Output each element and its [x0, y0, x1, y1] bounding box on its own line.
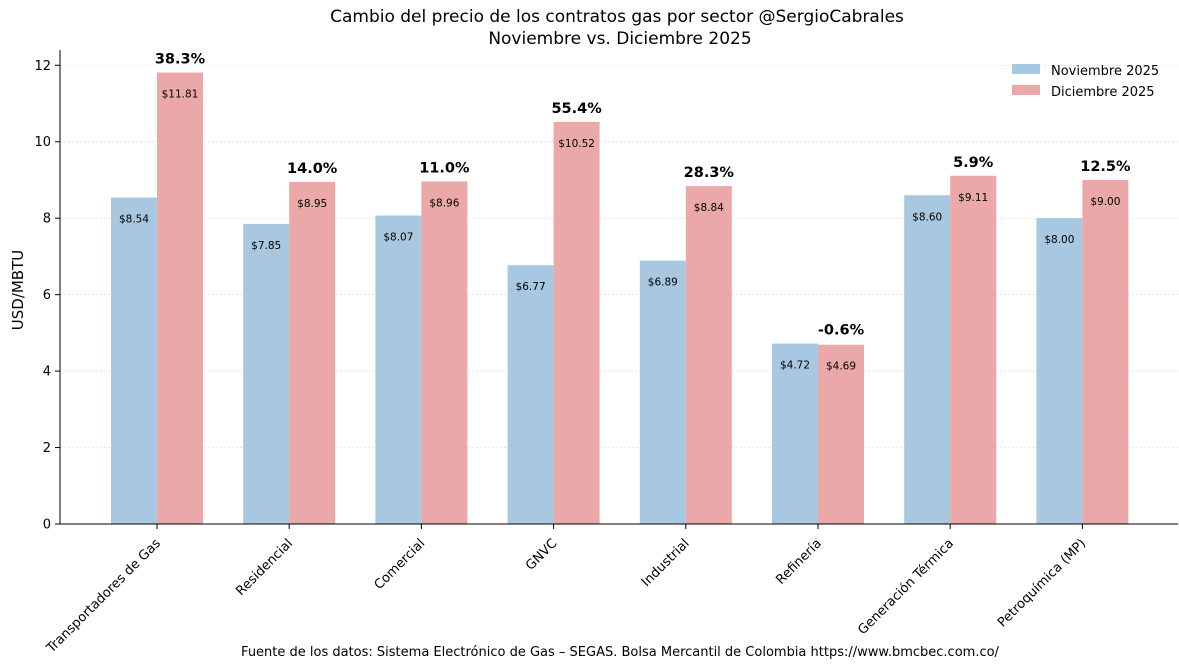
- x-tick-label: Generación Térmica: [855, 536, 957, 638]
- change-label: 55.4%: [551, 101, 602, 117]
- bar-noviembre: [772, 343, 818, 524]
- chart-subtitle: Noviembre vs. Diciembre 2025: [488, 29, 751, 49]
- legend-swatch-noviembre: [1012, 64, 1040, 74]
- bar-noviembre: [243, 223, 290, 524]
- change-labels-group: 38.3% 14.0% 11.0% 55.4% 28.3% -0.6% 5.9% 12.5%: [155, 52, 1131, 339]
- bar-diciembre: [685, 186, 732, 525]
- bar-diciembre: [289, 181, 336, 524]
- x-tick-label: Residencial: [233, 536, 296, 599]
- value-labels-group: $8.54 $11.81 $7.85 $8.95 $8.07 $8.96 $6.77 $10.…: [119, 89, 1120, 373]
- x-tick-label: Comercial: [372, 536, 429, 593]
- bar-noviembre: [507, 265, 554, 524]
- y-tick-label: 4: [43, 365, 51, 380]
- bar-value-label: $8.96: [429, 197, 459, 209]
- y-tick-label: 6: [43, 288, 51, 303]
- bars-group: [111, 72, 1129, 525]
- change-label: 5.9%: [953, 155, 994, 171]
- source-note: Fuente de los datos: Sistema Electrónico…: [241, 645, 1000, 660]
- bar-value-label: $10.52: [558, 138, 595, 150]
- bar-noviembre: [904, 195, 951, 525]
- bar-diciembre: [553, 121, 600, 525]
- bar-value-label: $8.95: [297, 198, 327, 210]
- bar-value-label: $8.54: [119, 214, 149, 226]
- bar-value-label: $8.07: [383, 232, 413, 244]
- x-tick-label: GNVC: [523, 536, 560, 573]
- bar-diciembre: [950, 175, 997, 524]
- chart-title: Cambio del precio de los contratos gas p…: [330, 7, 904, 27]
- bar-diciembre: [818, 344, 864, 524]
- legend-label-diciembre: Diciembre 2025: [1051, 85, 1155, 100]
- legend-swatch-diciembre: [1012, 85, 1040, 95]
- gridlines: [60, 64, 1178, 448]
- bar-value-label: $7.85: [251, 240, 281, 252]
- y-axis-label: USD/MBTU: [9, 250, 27, 330]
- y-tick-label: 0: [43, 518, 51, 533]
- x-ticks: Transportadores de Gas Residencial Comerci…: [43, 524, 1089, 657]
- bar-value-label: $8.60: [912, 211, 942, 223]
- y-tick-label: 2: [43, 441, 51, 456]
- x-tick-label: Refinería: [773, 536, 824, 587]
- change-label: -0.6%: [818, 323, 865, 339]
- y-tick-label: 10: [34, 135, 51, 150]
- bar-noviembre: [1036, 218, 1083, 524]
- bar-diciembre: [1082, 179, 1129, 524]
- change-label: 38.3%: [155, 52, 206, 68]
- bar-value-label: $11.81: [162, 89, 199, 101]
- bar-value-label: $6.89: [648, 277, 678, 289]
- bar-value-label: $6.77: [516, 281, 546, 293]
- bar-value-label: $4.72: [780, 360, 810, 372]
- bar-value-label: $8.00: [1044, 234, 1074, 246]
- legend-label-noviembre: Noviembre 2025: [1051, 64, 1159, 79]
- x-tick-label: Petroquímica (MP): [995, 536, 1089, 630]
- bar-value-label: $9.00: [1090, 196, 1120, 208]
- axes: [59, 50, 1178, 525]
- change-label: 28.3%: [684, 165, 735, 181]
- change-label: 11.0%: [419, 160, 470, 176]
- legend: Noviembre 2025 Diciembre 2025: [1012, 64, 1159, 100]
- change-label: 14.0%: [287, 161, 338, 177]
- bar-noviembre: [639, 260, 686, 524]
- bar-value-label: $4.69: [826, 361, 856, 373]
- y-tick-label: 8: [43, 212, 51, 227]
- change-label: 12.5%: [1080, 159, 1131, 175]
- x-tick-label: Transportadores de Gas: [43, 536, 164, 657]
- bar-diciembre: [421, 181, 468, 525]
- x-tick-label: Industrial: [639, 536, 693, 590]
- bar-value-label: $9.11: [958, 192, 988, 204]
- bar-noviembre: [111, 197, 157, 524]
- bar-noviembre: [375, 215, 422, 524]
- bar-diciembre: [157, 72, 203, 524]
- bar-value-label: $8.84: [694, 202, 724, 214]
- y-tick-label: 12: [34, 59, 51, 74]
- y-ticks: 0 2 4 6 8 10 12: [34, 59, 60, 533]
